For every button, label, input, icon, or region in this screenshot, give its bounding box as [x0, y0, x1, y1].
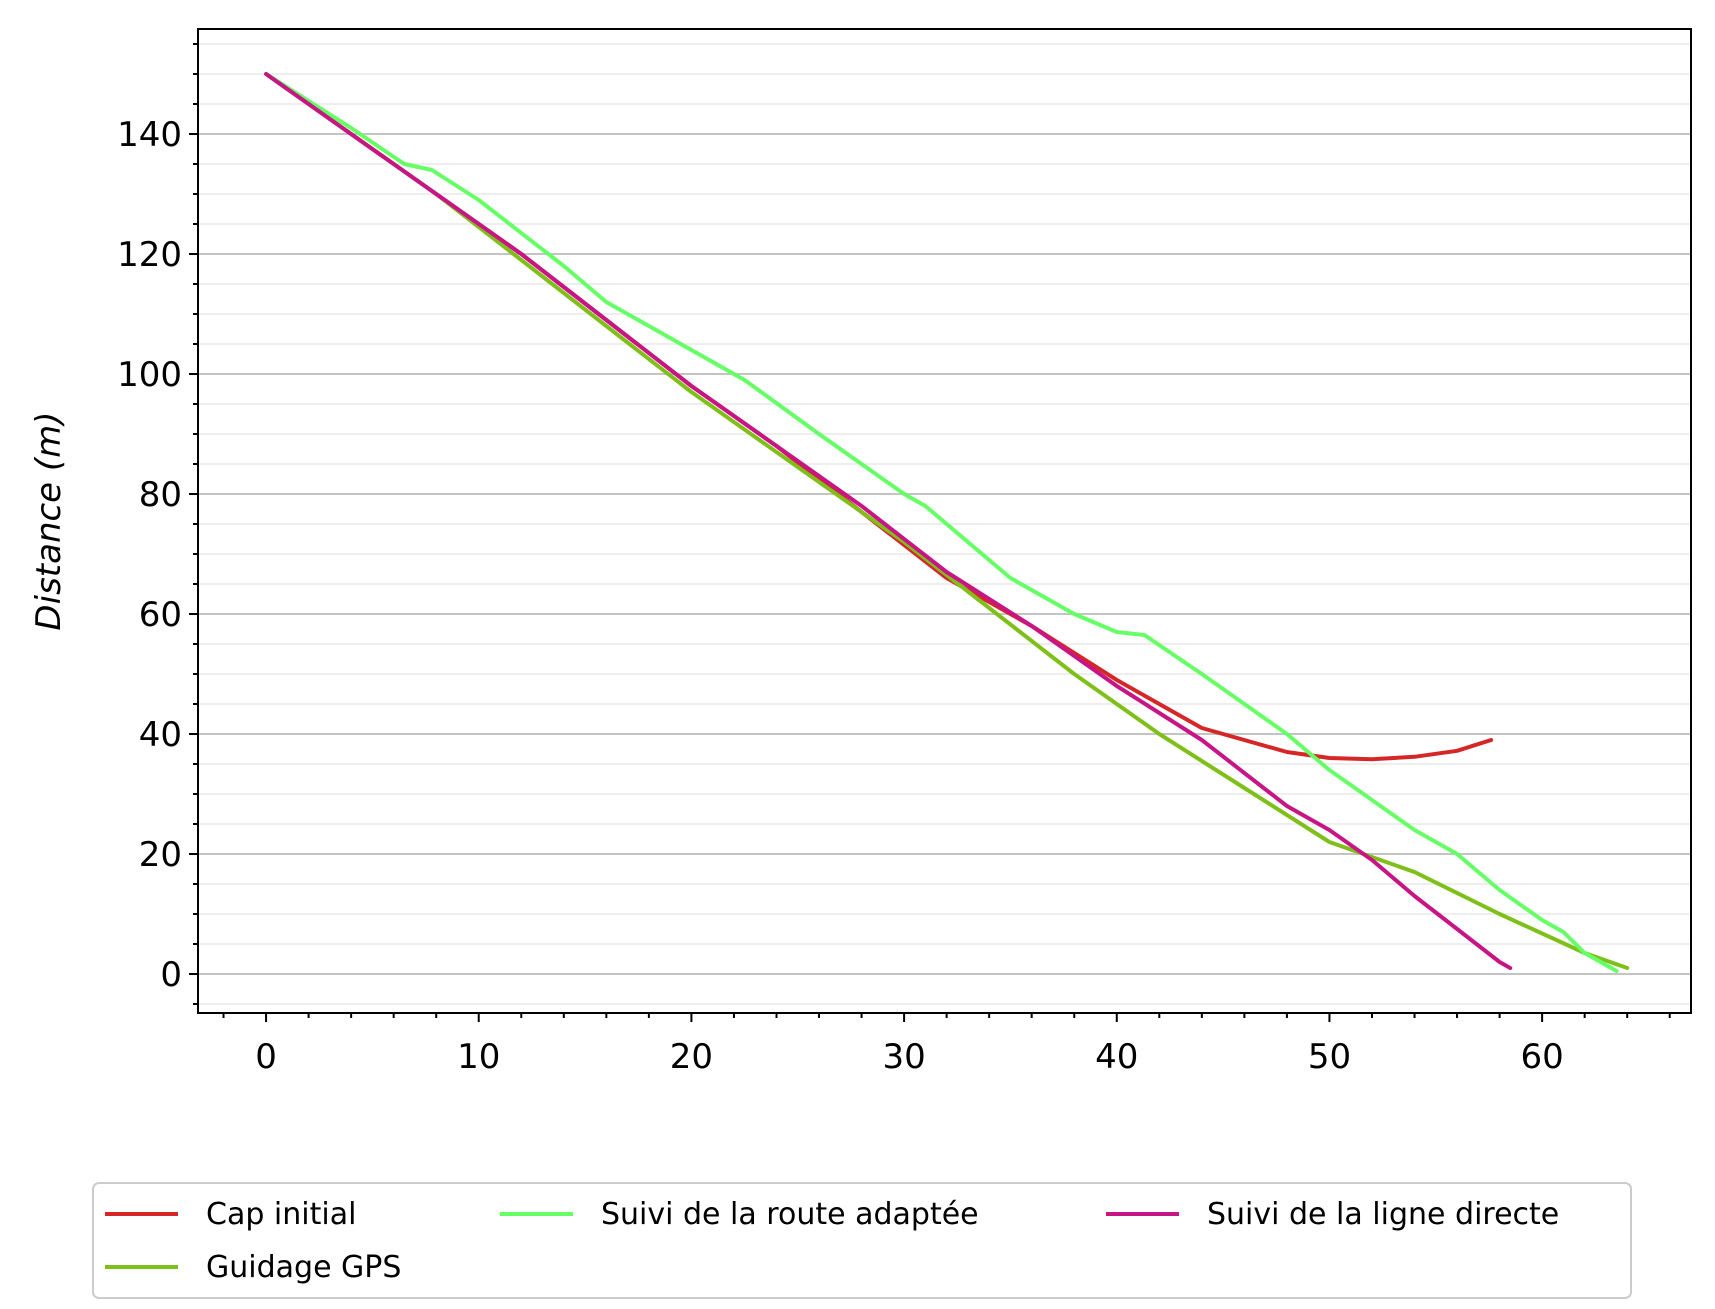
legend-label-4: Suivi de la ligne directe: [1207, 1197, 1559, 1232]
legend: Cap initial Guidage GPS Suivi de la route …: [92, 1182, 1632, 1299]
y-tick-label: 80: [139, 475, 182, 515]
y-tick-label: 20: [139, 835, 182, 875]
legend-label-3: Suivi de la route adaptée: [601, 1197, 979, 1232]
series-line-2: [264, 72, 1630, 970]
y-tick-label: 120: [117, 235, 182, 275]
legend-label-2: Guidage GPS: [206, 1250, 401, 1285]
series-layer: [264, 72, 1630, 973]
axes: 0 20 40 60 80 100 120 140 0 10 20 30 40 50 60: [117, 43, 1671, 1077]
x-tick-label: 20: [670, 1037, 713, 1077]
y-tick-label: 140: [117, 115, 182, 155]
series-line-4: [264, 72, 1513, 970]
x-tick-label: 50: [1308, 1037, 1351, 1077]
x-tick-label: 10: [457, 1037, 500, 1077]
series-line-3: [264, 72, 1619, 973]
y-tick-label: 40: [139, 715, 182, 755]
grid: [198, 43, 1691, 1005]
plot-frame: [197, 28, 1692, 1014]
legend-box: [92, 1182, 1632, 1299]
x-tick-label: 0: [255, 1037, 277, 1077]
x-tick-label: 40: [1095, 1037, 1138, 1077]
y-tick-label: 0: [160, 955, 182, 995]
y-tick-label: 100: [117, 355, 182, 395]
x-tick-label: 30: [882, 1037, 925, 1077]
legend-label-1: Cap initial: [206, 1197, 356, 1232]
y-tick-label: 60: [139, 595, 182, 635]
x-tick-label: 60: [1520, 1037, 1563, 1077]
y-axis-title: Distance (m): [29, 411, 69, 630]
